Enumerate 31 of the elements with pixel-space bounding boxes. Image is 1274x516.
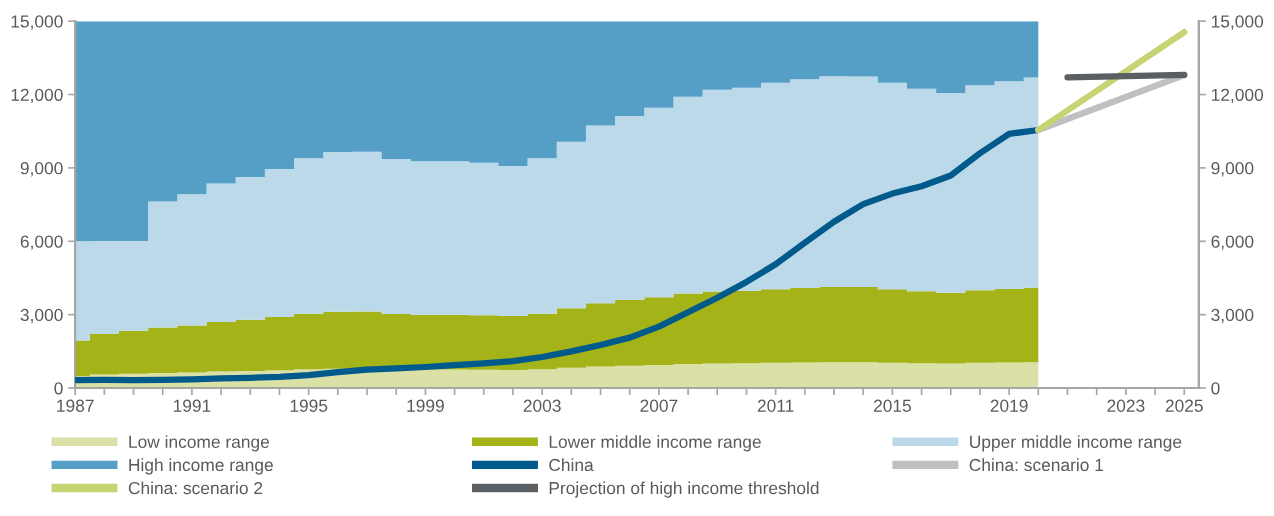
x-tick-label: 2003 xyxy=(523,399,561,412)
legend-label: Low income range xyxy=(129,435,270,452)
x-tick-label: 2011 xyxy=(757,399,794,412)
x-tick-label: 1999 xyxy=(407,399,444,412)
x-tick-label: 2019 xyxy=(990,399,1028,412)
x-tick-label: 2007 xyxy=(640,399,678,412)
y2-tick-label: 12,000 xyxy=(1211,88,1264,104)
y-tick-label: 9,000 xyxy=(20,162,63,177)
legend-label: China xyxy=(549,458,594,472)
legend-label: Lower middle income range xyxy=(549,435,761,452)
x-tick-label: 2023 xyxy=(1107,399,1145,412)
x-tick-label: 1991 xyxy=(173,399,211,412)
legend-label: China: scenario 2 xyxy=(128,481,263,495)
legend-label: High income range xyxy=(129,458,273,475)
y2-tick-label: 9,000 xyxy=(1211,162,1254,177)
y2-tick-label: 0 xyxy=(1211,382,1220,395)
y-tick-label: 6,000 xyxy=(20,235,63,250)
y-tick-label: 15,000 xyxy=(11,15,63,30)
y2-tick-label: 3,000 xyxy=(1211,308,1254,324)
x-tick-label: 2025 xyxy=(1165,399,1203,412)
legend-label: Projection of high income threshold xyxy=(549,481,819,498)
legend-label: China: scenario 1 xyxy=(969,458,1104,472)
legend-label: Upper middle income range xyxy=(970,435,1182,452)
y-tick-label: 3,000 xyxy=(20,308,63,324)
x-tick-label: 1995 xyxy=(290,399,328,412)
y-tick-label: 0 xyxy=(54,382,63,395)
y2-tick-label: 15,000 xyxy=(1211,15,1264,30)
y-tick-label: 12,000 xyxy=(11,88,63,104)
x-tick-label: 1987 xyxy=(57,399,94,412)
x-tick-label: 2015 xyxy=(873,399,911,412)
y2-tick-label: 6,000 xyxy=(1211,235,1254,250)
